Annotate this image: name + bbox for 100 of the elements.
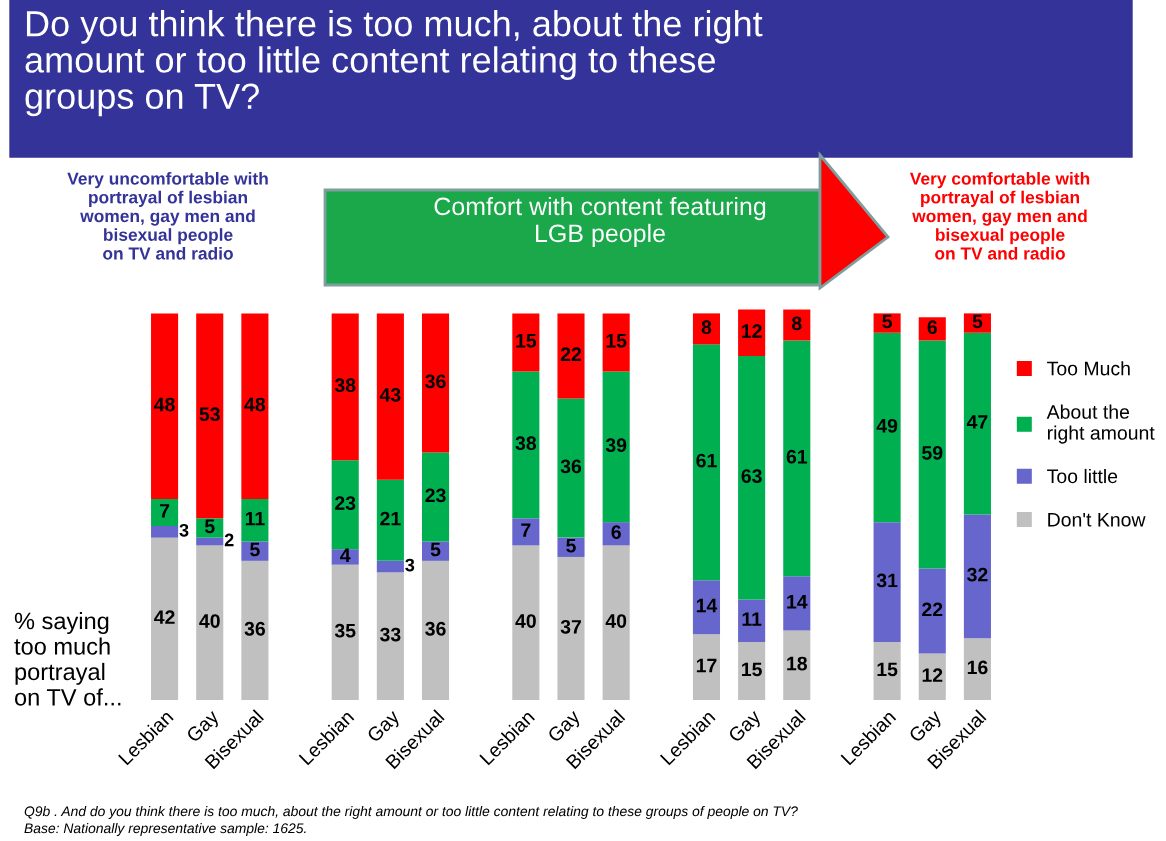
bar xyxy=(557,398,585,538)
bar xyxy=(151,313,179,499)
bar xyxy=(241,560,269,700)
data-label: 15 xyxy=(877,662,898,677)
data-label: 49 xyxy=(876,418,898,433)
bar xyxy=(873,642,901,700)
data-label: 48 xyxy=(154,397,175,412)
text: Very comfortable with portrayal of lesbian women, gay men and bisexual people on TV and radio xyxy=(909,172,1090,260)
data-label: 2 xyxy=(224,533,234,547)
bar xyxy=(376,479,404,561)
data-label: 5 xyxy=(972,314,983,329)
data-label: 14 xyxy=(787,595,808,609)
data-label: 23 xyxy=(425,488,446,503)
bar xyxy=(557,556,585,700)
bar xyxy=(241,541,269,561)
data-label: 15 xyxy=(516,334,537,348)
data-label: 21 xyxy=(380,511,401,526)
legend-label: Don't Know xyxy=(1048,513,1146,527)
data-label: 38 xyxy=(515,436,537,451)
bar xyxy=(512,518,540,546)
bar xyxy=(512,313,540,372)
bar xyxy=(376,560,404,573)
bar xyxy=(873,332,901,523)
data-label: 31 xyxy=(876,573,898,588)
text: Q9b . And do you think there is too much, about the right amount or too little content relating to these groups of people on TV? xyxy=(24,806,798,819)
data-label: 61 xyxy=(786,449,808,464)
bar xyxy=(151,526,179,538)
bar xyxy=(512,371,540,519)
data-label: 12 xyxy=(742,324,762,338)
data-label: 36 xyxy=(425,374,446,389)
bar xyxy=(421,313,450,453)
data-label: 5 xyxy=(882,314,892,329)
legend-label: Too little xyxy=(1047,468,1118,484)
data-label: 6 xyxy=(927,320,937,335)
bar xyxy=(376,313,404,480)
bar xyxy=(692,580,721,635)
data-label: 36 xyxy=(560,459,582,474)
data-label: 4 xyxy=(340,548,351,562)
bar xyxy=(421,452,450,542)
bar xyxy=(783,630,811,700)
data-label: 11 xyxy=(742,612,762,626)
bar xyxy=(421,560,450,700)
data-label: 42 xyxy=(154,610,175,624)
bar xyxy=(196,518,224,538)
bar xyxy=(151,498,179,527)
text: Comfort with content featuring LGB people xyxy=(434,196,766,248)
data-label: 8 xyxy=(792,316,802,331)
data-label: 15 xyxy=(606,334,627,348)
data-label: 17 xyxy=(696,658,717,673)
data-label: 39 xyxy=(605,438,627,453)
text: % saying too much portrayal on TV of... xyxy=(14,612,121,706)
bar xyxy=(331,313,359,461)
bar xyxy=(963,638,991,700)
bar xyxy=(196,545,224,700)
data-label: 5 xyxy=(250,542,260,557)
data-label: 6 xyxy=(611,525,621,539)
legend-label: Too Much xyxy=(1047,361,1130,376)
bar xyxy=(738,642,766,700)
bar xyxy=(151,537,179,700)
bar xyxy=(602,313,630,372)
bar xyxy=(196,537,224,546)
chart-title: Do you think there is too much, about the right amount or too little content relating to these groups on TV? xyxy=(25,10,763,117)
data-label: 3 xyxy=(405,558,415,572)
legend-label: About the right amount xyxy=(1046,404,1155,444)
data-label: 11 xyxy=(245,511,265,526)
data-label: 18 xyxy=(787,656,808,671)
data-label: 14 xyxy=(696,598,718,613)
data-label: 5 xyxy=(204,519,215,534)
data-label: 43 xyxy=(379,387,401,402)
text: Base: Nationally representative sample: 1625. xyxy=(24,823,306,836)
data-label: 22 xyxy=(560,347,582,361)
data-label: 23 xyxy=(335,496,356,511)
bar xyxy=(783,576,811,631)
bar xyxy=(918,568,946,654)
data-label: 61 xyxy=(696,453,717,468)
data-label: 5 xyxy=(566,538,576,553)
data-label: 48 xyxy=(244,397,266,412)
data-label: 32 xyxy=(967,567,988,582)
bar xyxy=(512,545,540,700)
data-label: 53 xyxy=(199,407,220,422)
bar xyxy=(963,332,991,515)
data-label: 37 xyxy=(560,619,581,634)
data-label: 5 xyxy=(430,542,441,557)
data-label: 35 xyxy=(334,623,356,638)
bar xyxy=(873,313,901,333)
data-label: 40 xyxy=(605,614,627,628)
bar xyxy=(421,541,450,561)
data-label: 16 xyxy=(967,660,988,675)
data-label: 59 xyxy=(922,445,943,460)
bar xyxy=(692,344,721,581)
bar xyxy=(196,313,224,519)
data-label: 36 xyxy=(244,621,266,636)
text: Very uncomfortable with portrayal of lesbian women, gay men and bisexual people on TV and radio xyxy=(67,172,268,260)
data-label: 15 xyxy=(742,662,762,677)
data-label: 36 xyxy=(425,621,446,636)
data-label: 3 xyxy=(179,523,189,537)
bar xyxy=(602,371,630,523)
bar xyxy=(602,545,630,700)
data-label: 47 xyxy=(966,415,988,429)
bar xyxy=(331,564,359,700)
